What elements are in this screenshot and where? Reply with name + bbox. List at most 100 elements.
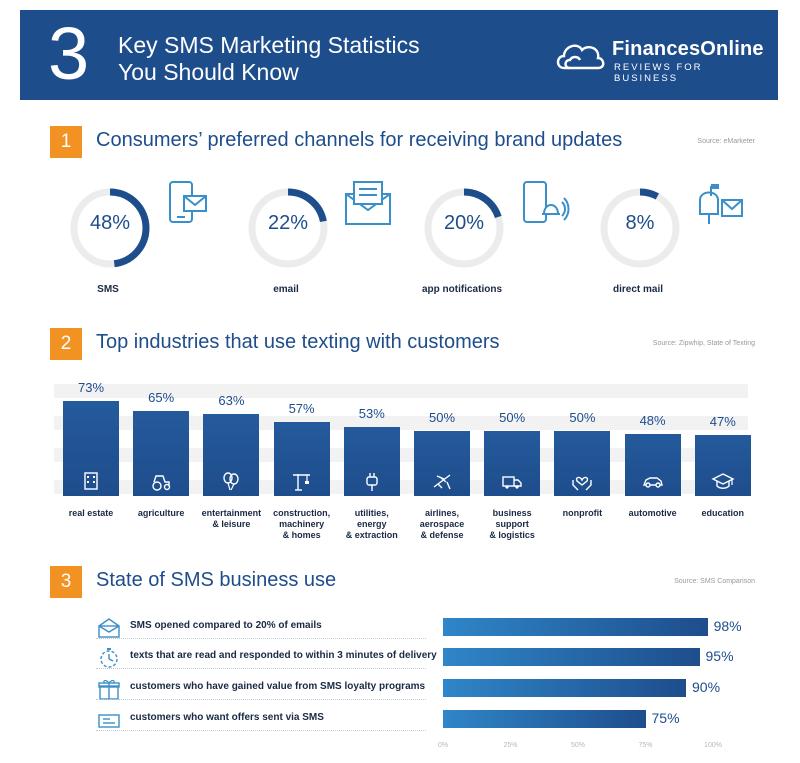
bar-value-label: 48% xyxy=(639,412,666,428)
bar-value-label: 95% xyxy=(705,648,734,664)
bar-category-label: real estate xyxy=(68,508,114,518)
stat-row: customers who have gained value from SMS… xyxy=(96,677,776,700)
axis-tick-label: 0% xyxy=(437,742,449,749)
bar-category-label: business support & logistics xyxy=(489,508,535,540)
bar xyxy=(273,421,330,496)
section-number: 1 xyxy=(50,126,82,158)
axis-tick-label: 25% xyxy=(503,742,518,749)
heart-hands-icon xyxy=(572,476,593,491)
bar-category-label: airlines, aerospace & defense xyxy=(419,508,465,540)
bar-category-label: education xyxy=(701,508,745,518)
chart-grid-band xyxy=(54,384,748,398)
donut-ring xyxy=(248,188,328,268)
stopwatch-icon xyxy=(100,648,118,668)
brand-logo: FinancesOnline REVIEWS FOR BUSINESS xyxy=(554,36,764,84)
channel-label: app notifications xyxy=(422,284,502,295)
channel-item: 20% app notifications xyxy=(422,181,572,306)
bar-icon-wrap xyxy=(133,470,189,492)
gift-icon xyxy=(98,679,120,700)
car-icon xyxy=(642,477,663,488)
bar-icon-wrap xyxy=(344,470,400,492)
bar-value-label: 90% xyxy=(692,679,721,695)
bar-value-label: 98% xyxy=(713,618,742,634)
brand-tagline: REVIEWS FOR BUSINESS xyxy=(614,62,703,84)
bar-icon-wrap xyxy=(695,470,751,492)
phone-message-icon xyxy=(169,181,207,223)
bar-icon-wrap xyxy=(625,470,681,492)
header-number: 3 xyxy=(48,12,90,95)
bar-icon-wrap xyxy=(274,470,330,492)
section-number: 3 xyxy=(50,566,82,598)
row-divider xyxy=(96,699,426,700)
bar xyxy=(133,411,190,496)
row-divider xyxy=(96,638,426,639)
truck-icon xyxy=(502,476,522,489)
section-1-header: 1 Consumers’ preferred channels for rece… xyxy=(50,126,755,158)
donut-value-label: 22% xyxy=(267,212,309,234)
building-icon xyxy=(84,472,98,490)
stat-label: customers who have gained value from SMS… xyxy=(130,681,426,692)
bar xyxy=(443,648,700,666)
section-source: Source: SMS Comparison xyxy=(674,578,755,585)
header-banner: 3 Key SMS Marketing Statistics You Shoul… xyxy=(20,10,778,100)
channel-label: direct mail xyxy=(612,284,664,295)
envelope-icon xyxy=(345,181,391,225)
bar-value-label: 50% xyxy=(569,409,596,425)
bar-icon-wrap xyxy=(554,470,610,492)
bar-value-label: 75% xyxy=(651,710,680,726)
bar-icon-wrap xyxy=(414,470,470,492)
bar xyxy=(63,401,119,496)
section-3-header: 3 State of SMS business use Source: SMS … xyxy=(50,566,755,598)
donut-value-label: 8% xyxy=(625,212,655,234)
stat-label: customers who want offers sent via SMS xyxy=(130,712,324,723)
bar-icon-wrap xyxy=(63,470,119,492)
stat-row: customers who want offers sent via SMS xyxy=(96,708,776,731)
axis-tick-label: 50% xyxy=(570,742,585,749)
donut-value-label: 48% xyxy=(89,212,131,234)
bar xyxy=(694,434,751,496)
axis-tick-label: 75% xyxy=(638,742,653,749)
bar-value-label: 50% xyxy=(499,409,526,425)
tractor-icon xyxy=(152,475,171,491)
channel-label: SMS xyxy=(97,284,119,295)
donut-slice xyxy=(70,188,150,268)
bar xyxy=(443,710,646,728)
stat-label: texts that are read and responded to wit… xyxy=(130,650,437,661)
donut-ring xyxy=(424,188,504,268)
bar-icon-wrap xyxy=(203,470,259,492)
bar xyxy=(443,679,686,697)
row-divider xyxy=(96,730,426,731)
bar xyxy=(414,430,470,496)
axis-tick-label: 100% xyxy=(704,742,722,749)
page-title: Key SMS Marketing Statistics You Should … xyxy=(118,32,420,85)
cloud-logo-icon xyxy=(556,44,605,70)
channel-item: 8% direct mail xyxy=(598,184,748,306)
phone-notification-icon xyxy=(523,181,570,223)
donut-slice xyxy=(248,188,328,268)
bar-value-label: 63% xyxy=(218,393,245,408)
bar-value-label: 73% xyxy=(77,380,105,395)
plug-icon xyxy=(366,473,378,491)
bar-value-label: 57% xyxy=(288,400,315,416)
channel-label: email xyxy=(273,284,299,295)
bar-category-label: nonprofit xyxy=(562,508,603,518)
graduation-cap-icon xyxy=(711,473,735,489)
section-source: Source: Zipwhip, State of Texting xyxy=(652,340,755,347)
section-source: Source: eMarketer xyxy=(697,138,755,145)
bar xyxy=(443,618,708,636)
donut-ring xyxy=(70,188,150,268)
open-envelope-icon xyxy=(98,618,120,638)
stat-label: SMS opened compared to 20% of emails xyxy=(130,620,322,631)
bar-category-label: agriculture xyxy=(137,508,185,518)
bar-category-label: automotive xyxy=(628,508,677,518)
row-divider xyxy=(96,668,426,669)
bar xyxy=(484,430,541,496)
ticket-icon xyxy=(98,714,120,728)
bar-category-label: utilities, energy & extraction xyxy=(345,508,398,540)
channel-item: 22% email xyxy=(246,181,396,306)
crane-icon xyxy=(292,474,310,491)
bar-category-label: construction, machinery & homes xyxy=(273,508,331,540)
donut-slice xyxy=(600,188,680,268)
section-title: State of SMS business use xyxy=(96,569,337,591)
bar-icon-wrap xyxy=(484,470,540,492)
